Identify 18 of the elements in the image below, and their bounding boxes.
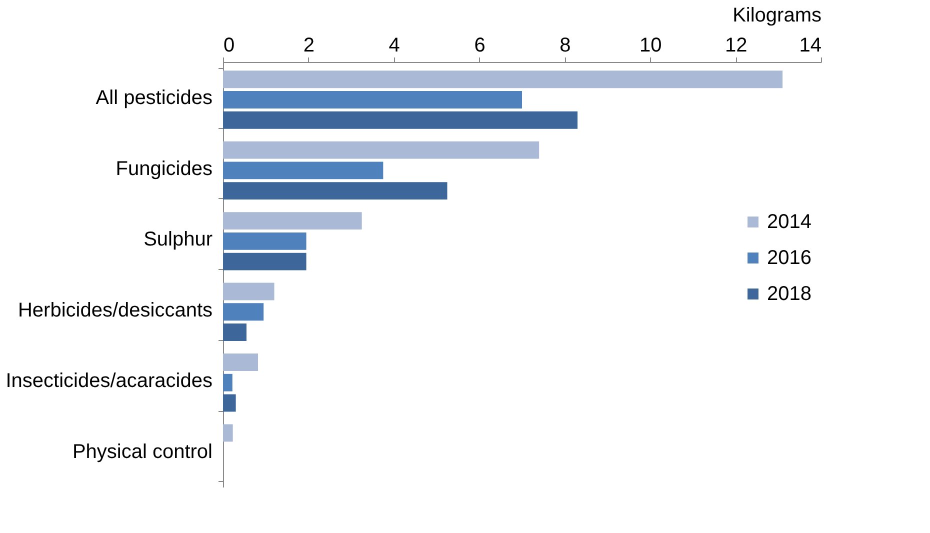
x-tick-label: 4: [388, 34, 400, 56]
y-tick-label: All pesticides: [96, 87, 212, 110]
y-tick-label: Sulphur: [144, 228, 213, 251]
x-tick-label: 8: [560, 34, 571, 56]
y-tick-label: Fungicides: [116, 158, 212, 180]
x-tick-label: 0: [224, 34, 235, 56]
x-tick-label: 14: [799, 34, 822, 56]
legend-label: 2018: [767, 283, 812, 305]
y-tick-label: Herbicides/desiccants: [18, 299, 212, 322]
x-axis-title: Kilograms: [732, 4, 822, 26]
legend-label: 2016: [767, 247, 812, 269]
x-tick-label: 2: [303, 34, 314, 56]
x-tick-label: 6: [474, 34, 486, 56]
x-tick-label: 10: [640, 34, 662, 56]
x-tick-label: 12: [724, 34, 748, 56]
legend-label: 2014: [767, 211, 812, 233]
y-tick-label: Physical control: [72, 440, 212, 463]
y-tick-label: Insecticides/acaracides: [6, 370, 212, 392]
